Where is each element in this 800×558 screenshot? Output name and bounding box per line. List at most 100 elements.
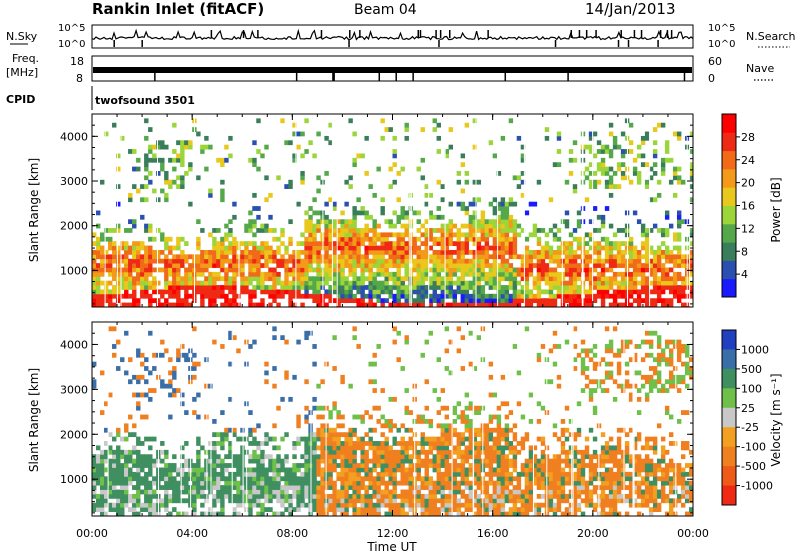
velocity-cell — [280, 498, 284, 503]
velocity-cell — [296, 441, 300, 446]
velocity-cell — [541, 450, 545, 455]
power-cell — [453, 272, 457, 277]
power-cell — [405, 224, 409, 229]
velocity-cell — [280, 503, 284, 508]
velocity-cell — [497, 454, 501, 459]
power-cell — [176, 254, 180, 259]
power-cell — [481, 259, 485, 264]
velocity-cell — [537, 401, 541, 406]
power-cell — [605, 206, 609, 211]
power-cell — [132, 263, 136, 268]
velocity-cell — [589, 468, 593, 473]
power-cell — [653, 197, 657, 202]
velocity-cell — [232, 498, 236, 503]
velocity-cell — [589, 357, 593, 362]
velocity-cell — [493, 445, 497, 450]
velocity-cell — [441, 459, 445, 464]
power-cell — [300, 180, 304, 185]
power-cell — [669, 158, 673, 163]
velocity-cell — [356, 507, 360, 512]
power-cell — [172, 268, 176, 273]
power-cell — [200, 259, 204, 264]
power-cell — [212, 228, 216, 233]
velocity-cell — [272, 490, 276, 495]
power-cell — [489, 285, 493, 290]
velocity-cell — [168, 463, 172, 468]
power-cell — [160, 289, 164, 294]
velocity-cell — [212, 494, 216, 499]
power-cell — [252, 285, 256, 290]
velocity-cell — [304, 454, 308, 459]
velocity-cell — [409, 490, 413, 495]
power-cell — [641, 224, 645, 229]
velocity-cell — [256, 494, 260, 499]
velocity-cell — [577, 353, 581, 358]
velocity-cell — [501, 445, 505, 450]
velocity-cell — [376, 459, 380, 464]
power-cell — [637, 281, 641, 286]
power-cell — [433, 228, 437, 233]
velocity-cell — [497, 490, 501, 495]
velocity-cell — [425, 507, 429, 512]
power-cell — [469, 237, 473, 242]
power-cell — [288, 241, 292, 246]
velocity-cell — [360, 476, 364, 481]
power-cell — [529, 232, 533, 237]
power-cell — [501, 202, 505, 207]
power-cell — [160, 145, 164, 150]
power-cell — [653, 171, 657, 176]
velocity-cell — [577, 463, 581, 468]
velocity-cell — [332, 463, 336, 468]
power-cell — [457, 289, 461, 294]
power-cell — [180, 259, 184, 264]
velocity-cell — [160, 498, 164, 503]
velocity-cell — [348, 503, 352, 508]
power-cell — [236, 294, 240, 299]
power-cell — [493, 241, 497, 246]
velocity-cell — [465, 437, 469, 442]
velocity-cell — [124, 331, 128, 336]
power-cell — [481, 289, 485, 294]
power-cell — [184, 298, 188, 303]
velocity-cell — [429, 498, 433, 503]
velocity-cell — [260, 481, 264, 486]
power-cell — [577, 211, 581, 216]
power-cell — [268, 250, 272, 255]
velocity-cell — [344, 450, 348, 455]
velocity-cell — [388, 459, 392, 464]
velocity-cell — [425, 406, 429, 411]
power-cell — [493, 263, 497, 268]
power-cell — [136, 298, 140, 303]
power-cell — [380, 272, 384, 277]
power-cell — [465, 268, 469, 273]
velocity-cell — [136, 468, 140, 473]
velocity-cell — [288, 498, 292, 503]
power-cell — [561, 281, 565, 286]
velocity-cell — [401, 459, 405, 464]
velocity-cell — [376, 419, 380, 424]
power-cell — [441, 241, 445, 246]
velocity-cell — [152, 437, 156, 442]
power-cell — [224, 268, 228, 273]
velocity-cell — [312, 406, 316, 411]
velocity-cell — [236, 463, 240, 468]
power-cell — [565, 219, 569, 224]
velocity-cell — [292, 472, 296, 477]
velocity-cell — [248, 468, 252, 473]
power-cell — [152, 298, 156, 303]
power-cell — [352, 215, 356, 220]
velocity-cell — [541, 344, 545, 349]
velocity-cell — [581, 388, 585, 393]
power-cell — [144, 228, 148, 233]
power-cell — [348, 184, 352, 189]
power-cell — [304, 294, 308, 299]
velocity-cell — [256, 423, 260, 428]
power-cell — [356, 276, 360, 281]
velocity-cell — [152, 507, 156, 512]
velocity-cell — [100, 507, 104, 512]
power-cell — [308, 237, 312, 242]
power-cell — [196, 241, 200, 246]
velocity-cell — [176, 490, 180, 495]
velocity-cell — [164, 498, 168, 503]
velocity-cell — [348, 468, 352, 473]
